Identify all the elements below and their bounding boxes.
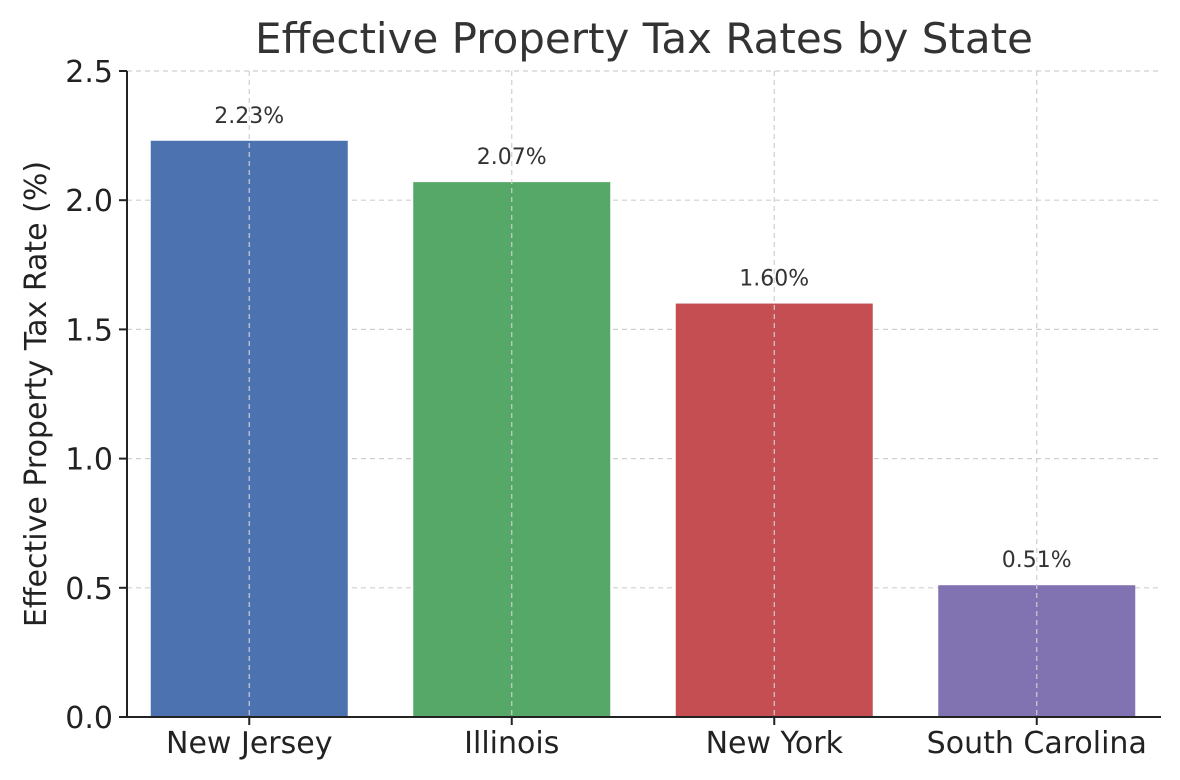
- y-tick-label: 2.0: [65, 184, 113, 219]
- data-labels: 2.23% 2.07% 1.60% 0.51%: [214, 104, 1071, 573]
- bar-new-york: [675, 303, 873, 717]
- data-label: 0.51%: [1002, 548, 1072, 573]
- x-tick-label: New Jersey: [166, 726, 332, 761]
- data-label: 2.23%: [214, 104, 284, 129]
- x-tick-label: New York: [706, 726, 844, 761]
- y-tick-label: 2.5: [65, 55, 113, 90]
- chart-title: Effective Property Tax Rates by State: [255, 14, 1033, 63]
- bars: [150, 71, 1136, 717]
- x-ticks: New Jersey Illinois New York South Carolina: [166, 717, 1147, 761]
- x-tick-label: South Carolina: [927, 726, 1147, 761]
- y-ticks: 0.0 0.5 1.0 1.5 2.0 2.5: [65, 55, 127, 736]
- data-label: 1.60%: [739, 267, 809, 292]
- y-tick-label: 0.5: [65, 572, 113, 607]
- y-tick-label: 0.0: [65, 701, 113, 736]
- y-tick-label: 1.5: [65, 313, 113, 348]
- y-axis-title: Effective Property Tax Rate (%): [19, 161, 54, 627]
- axes: [126, 71, 1161, 718]
- y-tick-label: 1.0: [65, 443, 113, 478]
- data-label: 2.07%: [477, 145, 547, 170]
- x-tick-label: Illinois: [464, 726, 559, 761]
